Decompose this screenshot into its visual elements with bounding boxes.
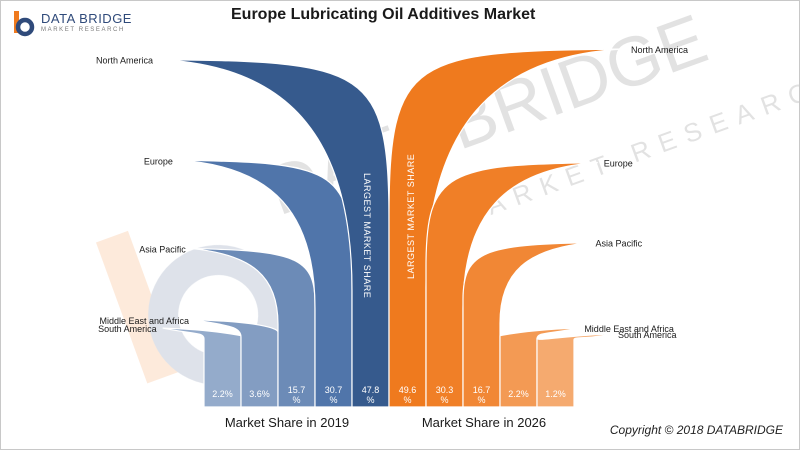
copyright-text: Copyright © 2018 DATABRIDGE [609, 423, 783, 437]
bar-2026-middle-east-and-africa [499, 327, 579, 408]
category-labels-2026: North America Europe Asia Pacific Middle Ea… [584, 45, 688, 340]
value-label: 49.6% [399, 385, 417, 405]
bar-2019-south-america [162, 327, 242, 408]
annotation-2026: LARGEST MARKET SHARE [406, 154, 416, 279]
category-label-asia-pacific: Asia Pacific [139, 245, 186, 255]
value-label: 15.7% [288, 385, 306, 405]
category-label-south-america: South America [618, 330, 677, 340]
data-bridge-logo-icon [14, 11, 35, 37]
group-label-2026: Market Share in 2026 [422, 415, 546, 430]
value-label: 30.7% [325, 385, 343, 405]
logo-tagline: MARKET RESEARCH [41, 27, 125, 33]
category-label-europe: Europe [144, 156, 173, 166]
series-2019 [158, 58, 390, 408]
value-label: 16.7% [473, 385, 491, 405]
value-label: 1.2% [545, 389, 566, 399]
value-label: 30.3% [436, 385, 454, 405]
chart-title: Europe Lubricating Oil Additives Market [231, 6, 536, 23]
category-label-europe: Europe [604, 159, 633, 169]
value-label-row: 2.2% 3.6% 15.7 % 30.7 % 47.8 % 49.6 % 30.3 % 16.7 % 2.… [212, 385, 566, 405]
category-label-north-america: North America [631, 45, 688, 55]
bar-2026-europe [425, 162, 598, 408]
bar-2019-north-america [158, 58, 390, 408]
category-label-middle-east-and-africa: Middle East and Africa [584, 324, 674, 334]
bar-2026-north-america [388, 48, 626, 408]
bar-2026-asia-pacific [462, 242, 590, 408]
value-label: 47.8% [362, 385, 380, 405]
category-label-asia-pacific: Asia Pacific [596, 239, 643, 249]
category-label-north-america: North America [96, 56, 153, 66]
series-2026 [388, 48, 626, 408]
bar-2019-asia-pacific [191, 247, 316, 408]
logo: DATA BRIDGE MARKET RESEARCH [11, 9, 132, 37]
group-label-2019: Market Share in 2019 [225, 415, 349, 430]
bar-2026-south-america [536, 333, 613, 408]
annotation-2019: LARGEST MARKET SHARE [362, 173, 372, 298]
category-label-south-america: South America [98, 324, 157, 334]
watermark-logo-bar [95, 230, 180, 384]
logo-name: DATA BRIDGE [41, 11, 132, 26]
value-label: 2.2% [508, 389, 529, 399]
bar-2019-middle-east-and-africa [194, 319, 279, 408]
value-label: 2.2% [212, 389, 233, 399]
value-label: 3.6% [249, 389, 270, 399]
category-label-middle-east-and-africa: Middle East and Africa [99, 316, 189, 326]
